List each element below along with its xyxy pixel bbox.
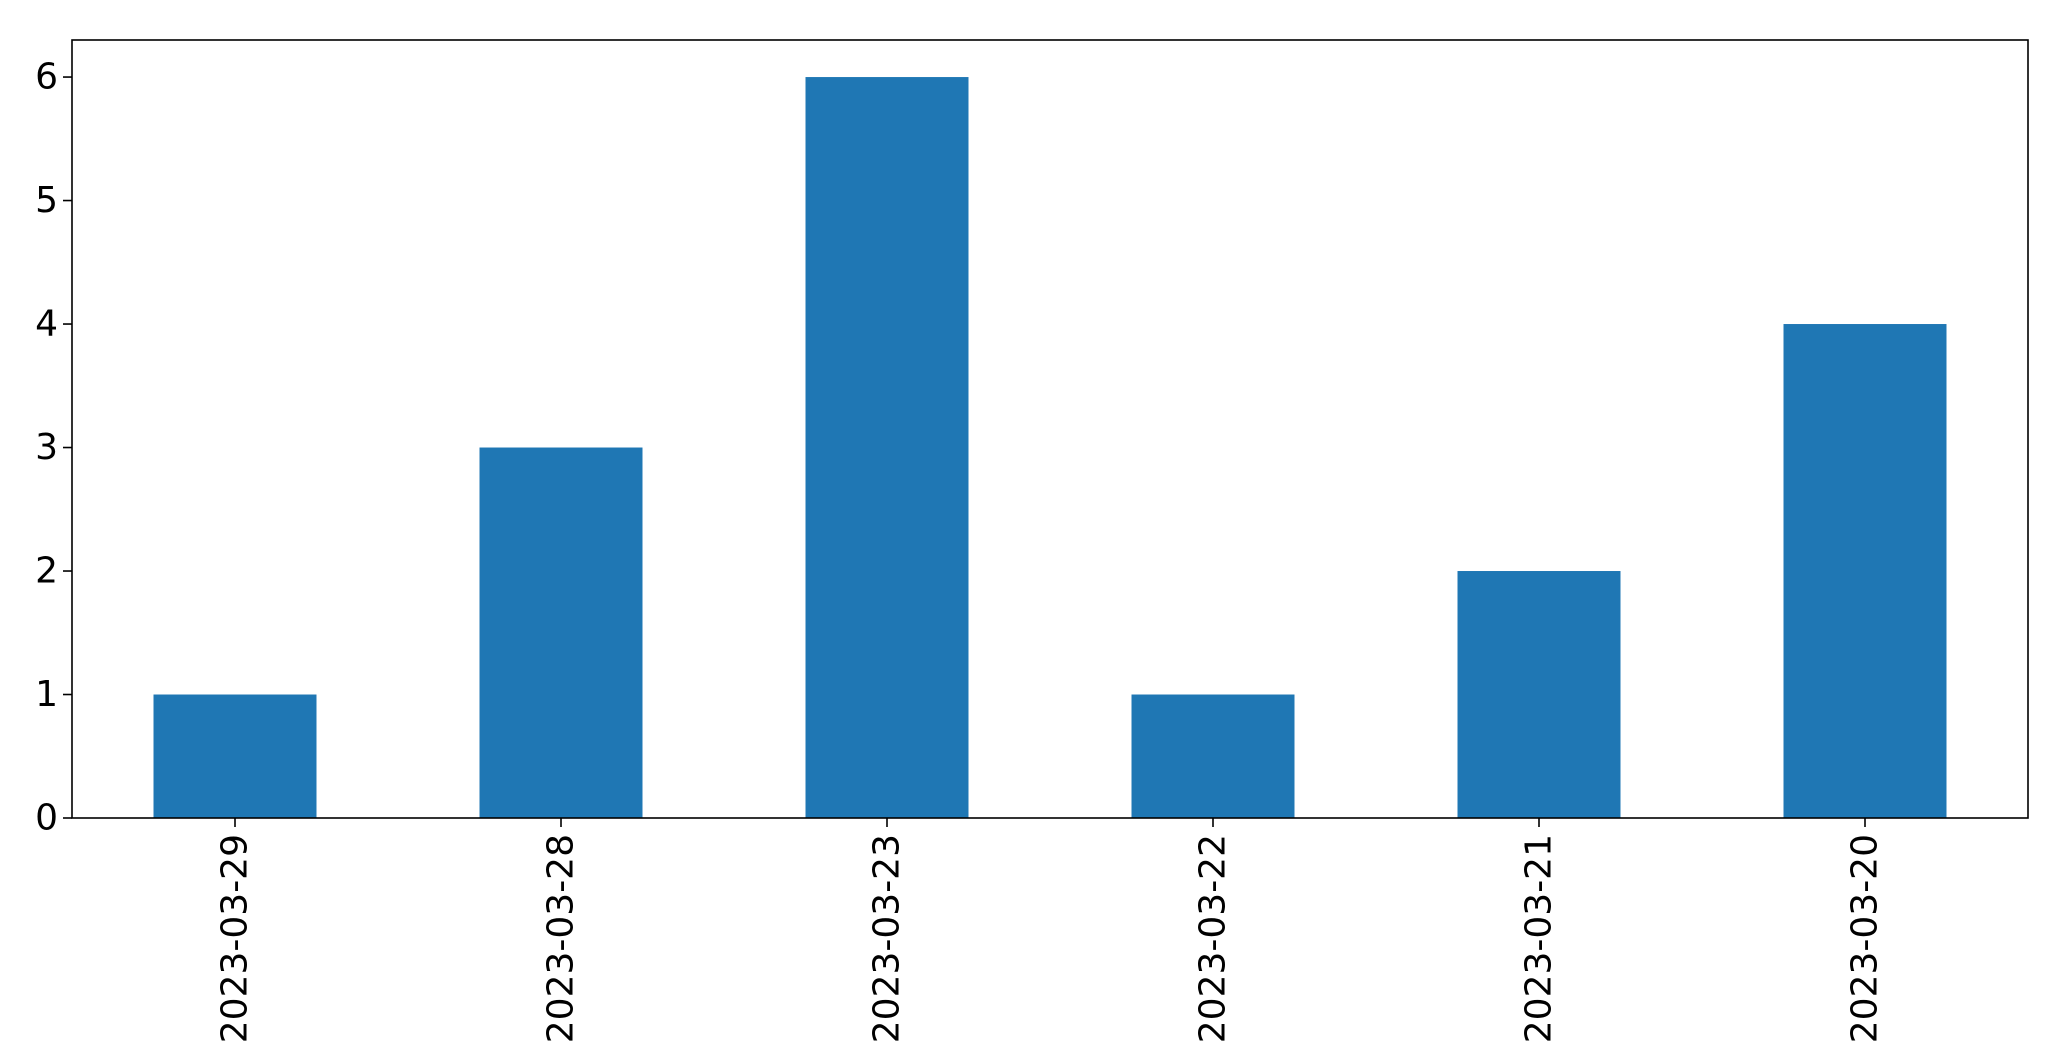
plot-frame [71,39,2029,819]
x-axis: 2023-03-29 2023-03-28 2023-03-23 2023-03-22… [215,818,1886,1043]
x-tick-label: 2023-03-29 [215,834,256,1043]
bar-2023-03-29 [153,694,317,818]
x-tick-label: 2023-03-23 [867,834,908,1043]
x-tick-label: 2023-03-28 [541,834,582,1043]
y-tick-label: 2 [35,551,58,592]
bar-2023-03-28 [479,447,643,818]
bar-2023-03-21 [1457,571,1621,818]
bar-2023-03-23 [805,77,969,819]
x-tick-label: 2023-03-22 [1193,834,1234,1043]
x-tick-label: 2023-03-20 [1845,834,1886,1043]
bar-2023-03-22 [1131,694,1295,818]
y-tick-label: 6 [35,57,58,98]
y-tick-label: 3 [35,427,58,468]
x-tick-label: 2023-03-21 [1519,834,1560,1043]
y-tick-label: 0 [35,798,58,839]
y-tick-label: 1 [35,674,58,715]
bar-2023-03-20 [1783,324,1947,818]
bars-layer [153,77,1947,819]
y-axis: 0 1 2 3 4 5 6 [35,57,72,839]
y-tick-label: 4 [35,304,58,345]
y-tick-label: 5 [35,180,58,221]
